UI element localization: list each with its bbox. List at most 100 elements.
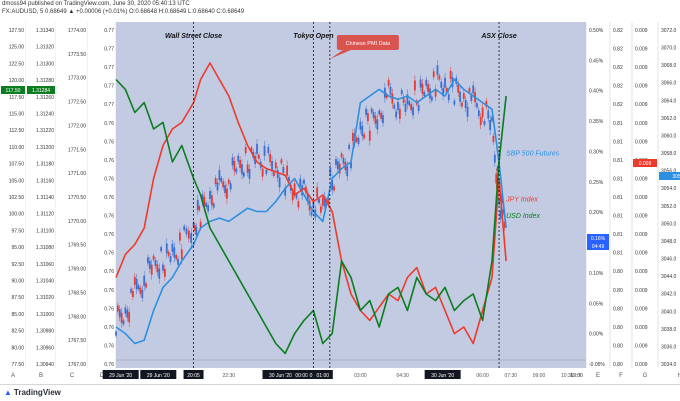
candle-body (147, 257, 149, 264)
axis-badge-label: 0.009 (639, 161, 652, 167)
axis-tick-label: 100.00 (9, 212, 25, 218)
candle-body (124, 307, 127, 314)
axis-tick-label: 3064.0 (661, 98, 677, 104)
candle-body (502, 209, 505, 214)
symbol-info-line: FX:AUDUSD, 5 0.68649 ▲ +0.00006 (+0.01%)… (2, 9, 245, 15)
axis-tick-label: 1.31080 (36, 245, 54, 251)
candle-body (459, 91, 461, 102)
candle-body (216, 182, 219, 191)
axis-tick-label: 0.009 (635, 139, 648, 145)
candle-body (156, 264, 159, 273)
axis-tick-label: 0.009 (635, 325, 648, 331)
candle-body (163, 268, 166, 277)
candle-body (365, 108, 367, 115)
candle-body (503, 221, 506, 228)
candle-body (327, 198, 330, 205)
candle-body (400, 90, 403, 95)
candle-body (417, 104, 420, 111)
plot-area[interactable] (116, 22, 586, 368)
candle-body (363, 134, 366, 139)
axis-tick-label: 0.76 (104, 139, 114, 145)
axis-tick-label: 1767.00 (68, 362, 86, 368)
candle-body (130, 288, 132, 293)
tradingview-logo[interactable]: ▲ TradingView (4, 388, 61, 397)
axis-tick-label: 0.80 (613, 325, 623, 331)
candle-body (273, 171, 275, 176)
axis-tick-label: 0.009 (635, 288, 648, 294)
axis-tick-label: 3048.0 (661, 239, 677, 245)
candle-body (282, 166, 285, 173)
axis-tick-label: 0.81 (613, 251, 623, 257)
axis-tick-label: 87.50 (11, 295, 24, 301)
candle-body (370, 108, 373, 113)
x-tick-highlight (312, 370, 333, 379)
axis-tick-label: 77.50 (11, 362, 24, 368)
axis-panel (632, 22, 658, 368)
candle-body (335, 159, 337, 165)
axis-price-badge (633, 159, 657, 167)
axis-panel (88, 22, 116, 368)
candle-body (227, 179, 230, 184)
candle-body (425, 79, 428, 86)
x-tick-label: 29 Jun '20 (147, 373, 170, 379)
axis-tick-label: 0.10% (589, 271, 604, 277)
candle-body (351, 132, 354, 141)
candle-body (183, 226, 186, 230)
candle-body (357, 137, 360, 144)
candle-body (122, 320, 125, 325)
axis-letter: H (678, 373, 680, 379)
axis-tick-label: 3072.0 (661, 28, 677, 34)
x-tick-highlight (140, 370, 177, 379)
candle-body (250, 147, 253, 152)
axis-tick-label: 1.31260 (36, 95, 54, 101)
tradingview-icon: ▲ (4, 388, 12, 397)
candle-body (126, 309, 129, 318)
candle-body (496, 166, 499, 171)
candle-body (380, 112, 382, 119)
candle-body (457, 84, 460, 93)
chart-canvas[interactable]: 127.50 125.00 122.50 120.00 117.50 115.00 112.… (0, 0, 680, 384)
candle-body (143, 275, 146, 286)
axis-tick-label: 0.009 (635, 251, 648, 257)
axis-tick-label: 0.77 (104, 84, 114, 90)
candle-body (412, 107, 414, 116)
candle-body (212, 203, 215, 208)
axis-tick-label: 0.81 (613, 232, 623, 238)
x-tick-highlight (291, 370, 312, 379)
axis-tick-label: 0.81 (613, 214, 623, 220)
candle-body (468, 88, 471, 93)
candle-body (453, 100, 456, 105)
axis-tick-label: 0.76 (104, 288, 114, 294)
candle-body (499, 210, 502, 219)
axis-tick-label: 1.31240 (36, 112, 54, 118)
axis-badge-label: 3054.2 (672, 174, 680, 180)
axis-tick-label: 0.009 (635, 65, 648, 71)
axis-tick-label: 1772.00 (68, 123, 86, 129)
candle-body (235, 168, 238, 173)
candle-body (286, 165, 288, 176)
x-tick-label: 13:30 (570, 373, 583, 379)
candle-body (367, 113, 369, 122)
candle-body (346, 166, 349, 177)
axis-price-badge (1, 86, 25, 94)
candle-body (185, 228, 188, 235)
axis-tick-label: 1.30980 (36, 329, 54, 335)
candle-body (246, 164, 249, 173)
candle-body (382, 115, 384, 124)
axis-badge-label: 117.50 (6, 88, 21, 94)
candle-body (378, 110, 381, 115)
axis-badge-label: 0.16% (591, 236, 606, 242)
candle-body (237, 155, 240, 162)
candle-body (447, 94, 450, 101)
candle-body (376, 119, 379, 130)
candle-body (269, 154, 272, 163)
axis-tick-label: 1772.50 (68, 100, 86, 106)
axis-tick-label: 3068.0 (661, 63, 677, 69)
x-tick-label: 30 Jun '20 (431, 373, 454, 379)
x-tick-label: 01:00 (317, 373, 330, 379)
x-axis: 29 Jun '20 29 Jun '20 20:05 22:30 30 Jun '20… (102, 368, 586, 382)
candle-body (440, 81, 443, 88)
axis-badge-label: 1.31284 (32, 88, 50, 94)
axis-letter: F (619, 373, 623, 379)
candle-body (312, 201, 315, 208)
